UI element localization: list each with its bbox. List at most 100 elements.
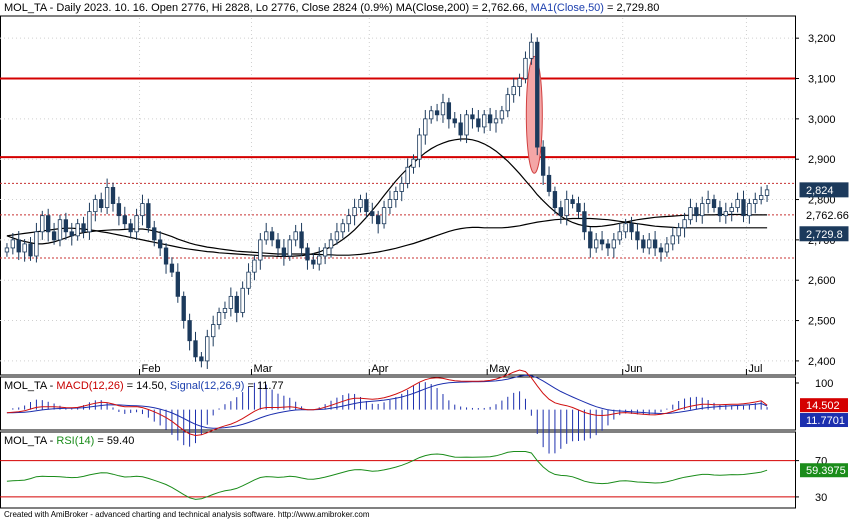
candle-body <box>57 219 63 241</box>
candle-body <box>576 203 581 213</box>
month-label: Jun <box>625 363 643 375</box>
candle-body <box>352 207 357 217</box>
price-grid <box>0 18 795 375</box>
rsi-header: MOL_TA - RSI(14) = 59.40 <box>4 435 134 447</box>
candle-body <box>228 295 234 309</box>
candle-body <box>275 239 281 249</box>
price-axis: 2,4002,5002,6002,7002,8002,9003,0003,100… <box>795 33 836 368</box>
ma50-value-label: 2,729.8 <box>799 226 849 242</box>
month-label: Feb <box>142 363 161 375</box>
price-pane-border <box>0 15 796 376</box>
candle-body <box>423 118 428 136</box>
candle-body <box>493 118 499 124</box>
rsi-pane-border <box>0 431 796 509</box>
rsi-value-label-bg <box>800 463 848 478</box>
close-value-label-text: 2,824 <box>806 185 834 197</box>
candle-body <box>393 191 399 200</box>
candle-body <box>705 199 711 204</box>
candle-body <box>658 247 664 253</box>
price-tick-label: 2,800 <box>808 195 836 207</box>
ma200-value-label-bg <box>799 207 849 223</box>
candle-body <box>617 231 622 241</box>
macd-value-label-bg <box>800 398 848 413</box>
candle-body <box>387 199 393 209</box>
candle-body <box>81 223 86 233</box>
candle-body <box>747 203 752 217</box>
candle-body <box>216 312 222 325</box>
candle-body <box>16 239 21 253</box>
ma200-value-label-text: 2,762.66 <box>806 210 849 222</box>
candle-body <box>458 122 463 136</box>
candle-body <box>558 207 563 217</box>
candle-body <box>69 231 74 237</box>
candle-body <box>199 356 204 362</box>
candle-body <box>552 191 558 209</box>
month-label: May <box>489 363 510 375</box>
candle-body <box>317 255 322 265</box>
candle-body <box>46 215 51 233</box>
candle-body <box>446 102 452 120</box>
candle-body <box>381 207 387 225</box>
candle-body <box>417 134 422 160</box>
candle-body <box>723 211 728 217</box>
candle-body <box>594 239 599 249</box>
candle-body <box>328 239 334 249</box>
candle-body <box>93 199 98 213</box>
rsi-label: RSI(14) <box>56 435 95 447</box>
candle-body <box>269 231 275 241</box>
candle-body <box>22 243 27 253</box>
candle-body <box>647 239 652 249</box>
candle-body <box>322 247 328 257</box>
macd-label: MACD(12,26) <box>56 380 124 392</box>
candle-body <box>181 295 186 321</box>
rsi-symbol: MOL_TA - <box>4 435 57 447</box>
candle-body <box>334 231 340 241</box>
candle-body <box>470 114 475 120</box>
candle-body <box>311 259 316 265</box>
candle-body <box>688 207 693 221</box>
rsi-value-label-text: 59.3975 <box>806 465 846 477</box>
candle-body <box>758 195 764 200</box>
candle-body <box>234 295 239 313</box>
candle-body <box>163 247 169 265</box>
candle-body <box>128 223 133 233</box>
signal-line <box>6 374 768 429</box>
candle-body <box>146 203 151 229</box>
price-tick-label: 3,200 <box>808 33 836 45</box>
candle-body <box>99 199 104 209</box>
candle-body <box>157 239 163 249</box>
candle-body <box>540 146 546 176</box>
price-tick-label: 2,500 <box>808 316 836 328</box>
candle-body <box>122 215 127 225</box>
rsi-tick-label: 30 <box>815 492 827 504</box>
symbol-label: MOL_TA <box>4 2 47 14</box>
candle-body <box>75 223 80 237</box>
candle-body <box>670 235 675 245</box>
candle-body <box>735 199 740 209</box>
candle-body <box>694 207 699 217</box>
candle-body <box>429 110 434 120</box>
candle-body <box>4 247 10 253</box>
candle-body <box>258 239 263 261</box>
candle-body <box>611 239 617 249</box>
candle-body <box>729 207 734 213</box>
candle-body <box>523 57 528 79</box>
candle-body <box>370 211 375 217</box>
candle-body <box>152 227 157 241</box>
macd-value-label-text: 14.502 <box>806 400 840 412</box>
macd-value-label: 14.502 <box>800 398 848 413</box>
candle-body <box>264 231 269 241</box>
candle-body <box>529 41 534 59</box>
candle-body <box>346 215 351 225</box>
candle-body <box>10 239 16 249</box>
candle-body <box>464 114 469 136</box>
candle-body <box>281 247 287 257</box>
candle-body <box>588 231 593 249</box>
month-label: Jul <box>748 363 762 375</box>
candle-body <box>711 199 717 209</box>
candle-body <box>476 118 481 128</box>
candle-body <box>187 320 192 342</box>
price-info: - Daily 2023. 10. 16. Open 2776, Hi 2828… <box>46 2 396 14</box>
